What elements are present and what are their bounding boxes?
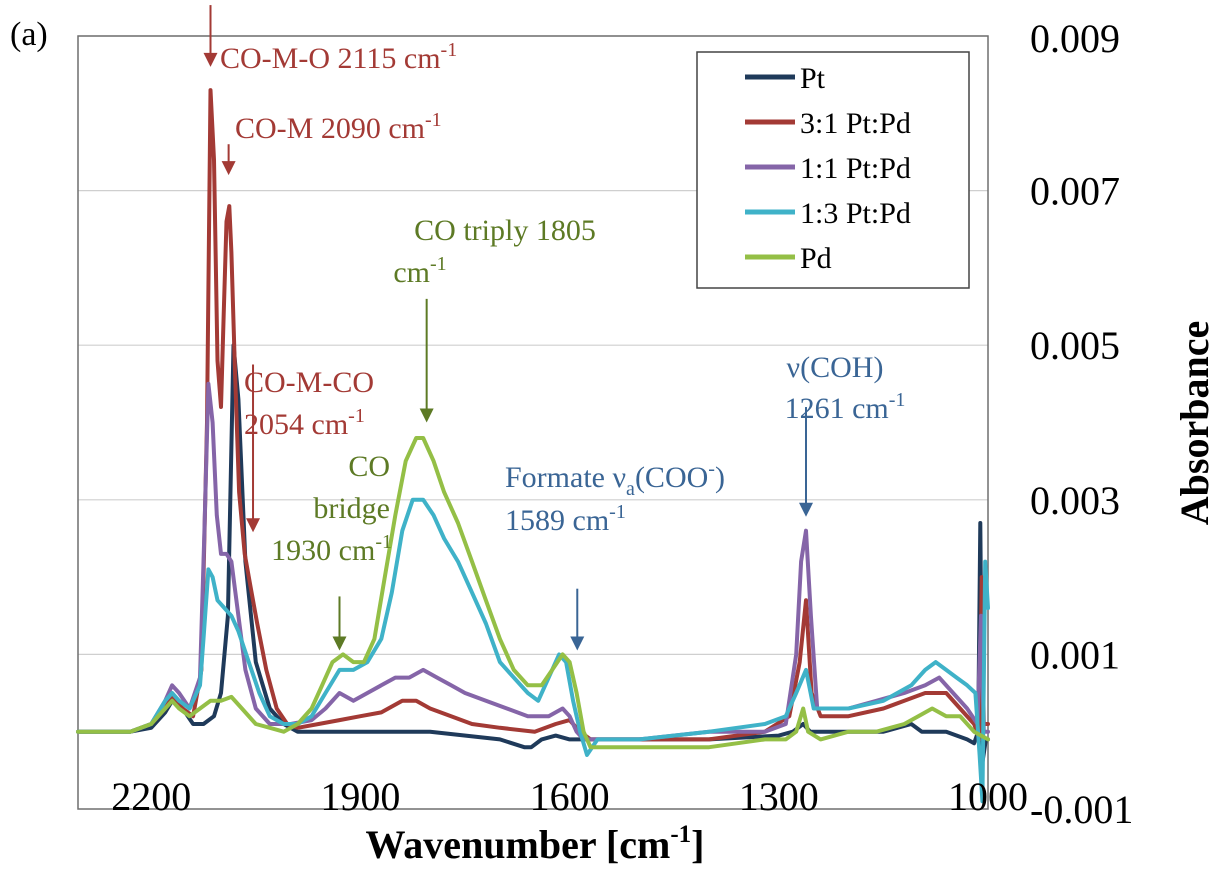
- legend-label-pd: Pd: [800, 242, 832, 275]
- x-axis-title-sup: -1: [670, 821, 691, 848]
- x-tick-label: 1900: [320, 774, 400, 819]
- annotation-a6b: 1589 cm-1: [505, 501, 626, 537]
- y-tick-label: -0.001: [1030, 787, 1133, 832]
- x-axis-title-text: Wavenumber [cm: [366, 822, 671, 867]
- annotation-text: cm: [393, 256, 430, 289]
- annotation-sup: -1: [609, 501, 626, 523]
- x-tick-labels: 2200 1900 1600 1300 1000: [111, 774, 1028, 819]
- annotation-arrow-head: [203, 52, 218, 67]
- annotation-text: ν(COH): [787, 351, 884, 384]
- annotation-text: bridge: [313, 492, 390, 525]
- annotation-text: CO-M-CO: [244, 366, 374, 399]
- plot-frame: [77, 35, 989, 810]
- annotation-a5b: cm-1: [393, 253, 446, 289]
- y-tick-label: 0.009: [1030, 16, 1120, 61]
- annotations: CO-M-O 2115 cm-1CO-M 2090 cm-1CO-M-CO205…: [203, 5, 906, 651]
- annotation-rest: (COO: [635, 461, 708, 494]
- annotation-a5a: CO triply 1805: [414, 214, 596, 247]
- legend-items: Pt 3:1 Pt:Pd 1:1 Pt:Pd 1:3 Pt:Pd Pd: [745, 62, 911, 275]
- annotation-arrow-head: [799, 502, 813, 517]
- panel-label: (a): [10, 16, 48, 53]
- annotation-sup: -1: [889, 389, 906, 411]
- annotation-a4b: bridge: [313, 492, 390, 525]
- annotation-a6a: Formate νa(COO-): [505, 458, 725, 500]
- annotation-sup: -: [708, 458, 715, 480]
- annotation-a2: CO-M 2090 cm-1: [235, 109, 442, 145]
- annotation-arrow-head: [419, 408, 434, 423]
- annotation-arrow-head: [221, 161, 236, 176]
- x-tick-label: 1000: [948, 774, 1028, 819]
- legend-label-pt31: 3:1 Pt:Pd: [800, 107, 911, 140]
- annotation-sub: a: [626, 478, 635, 500]
- y-tick-label: 0.003: [1030, 478, 1120, 523]
- annotation-a7a: ν(COH): [787, 351, 884, 384]
- y-tick-labels: -0.001 0.001 0.003 0.005 0.007 0.009: [1030, 16, 1133, 832]
- x-tick-label: 1600: [530, 774, 610, 819]
- series-line-pd: [76, 436, 990, 750]
- annotation-a4a: CO: [348, 450, 390, 483]
- legend: Pt 3:1 Pt:Pd 1:1 Pt:Pd 1:3 Pt:Pd Pd: [696, 51, 970, 289]
- annotation-sup: -1: [441, 39, 458, 61]
- annotation-text: CO triply 1805: [414, 214, 596, 247]
- series-line-pt: [76, 343, 990, 765]
- legend-label-pt11: 1:1 Pt:Pd: [800, 152, 911, 185]
- annotation-text: CO-M-O 2115 cm: [220, 42, 441, 75]
- y-tick-label: 0.001: [1030, 632, 1120, 677]
- annotation-arrow-head: [332, 636, 347, 651]
- annotation-text: 1930 cm: [271, 534, 375, 567]
- annotation-a7b: 1261 cm-1: [785, 389, 906, 425]
- annotation-text: CO-M 2090 cm: [235, 112, 425, 145]
- annotation-a3b: 2054 cm-1: [244, 405, 365, 441]
- x-axis-title-end: ]: [691, 822, 704, 867]
- annotation-end: ): [715, 461, 725, 494]
- y-tick-label: 0.007: [1030, 169, 1120, 214]
- annotation-arrow-head: [246, 518, 261, 533]
- series-layer: [76, 88, 990, 804]
- annotation-text: 1261 cm: [785, 392, 889, 425]
- annotation-sup: -1: [430, 253, 447, 275]
- annotation-sup: -1: [425, 109, 442, 131]
- legend-box: [696, 51, 970, 289]
- x-axis-title: Wavenumber [cm-1]: [366, 821, 705, 867]
- annotation-text: Formate ν: [505, 461, 626, 494]
- y-axis-title: Absorbance: [1172, 321, 1214, 525]
- series-line-pt13: [76, 497, 990, 804]
- legend-label-pt13: 1:3 Pt:Pd: [800, 197, 911, 230]
- annotation-text: 1589 cm: [505, 504, 609, 537]
- x-tick-label: 2200: [111, 774, 191, 819]
- annotation-a3a: CO-M-CO: [244, 366, 374, 399]
- annotation-a4c: 1930 cm-1: [271, 531, 392, 567]
- annotation-text: CO: [348, 450, 390, 483]
- y-tick-label: 0.005: [1030, 323, 1120, 368]
- annotation-sup: -1: [375, 531, 392, 553]
- annotation-a1: CO-M-O 2115 cm-1: [220, 39, 457, 75]
- x-tick-label: 1300: [739, 774, 819, 819]
- legend-label-pt: Pt: [800, 62, 826, 95]
- annotation-text: 2054 cm: [244, 408, 348, 441]
- annotation-arrow-head: [570, 636, 585, 651]
- annotation-sup: -1: [348, 405, 365, 427]
- series-line-pt31: [76, 88, 990, 742]
